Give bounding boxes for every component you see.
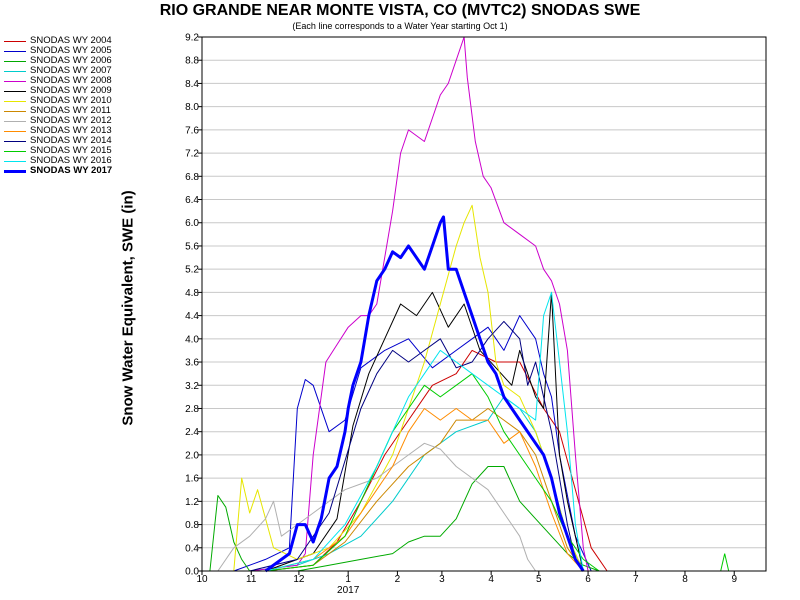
legend-swatch bbox=[4, 150, 26, 152]
legend-label: SNODAS WY 2008 bbox=[30, 75, 112, 86]
legend-swatch bbox=[4, 60, 26, 62]
legend-swatch bbox=[4, 120, 26, 122]
x-tick-label-8: 6 bbox=[585, 574, 591, 585]
plot-frame bbox=[201, 36, 767, 572]
legend-item: SNODAS WY 2016 bbox=[4, 156, 112, 166]
y-tick-label-17: 6.8 bbox=[185, 172, 199, 183]
x-tick-label-0: 10 bbox=[196, 574, 208, 585]
y-tick-label-22: 8.8 bbox=[185, 56, 199, 67]
legend-label: SNODAS WY 2006 bbox=[30, 55, 112, 66]
legend-label: SNODAS WY 2005 bbox=[30, 45, 112, 56]
series-line-wy-2017 bbox=[264, 215, 585, 573]
legend-item: SNODAS WY 2015 bbox=[4, 146, 112, 156]
legend-swatch bbox=[4, 70, 26, 72]
y-tick-label-19: 7.6 bbox=[185, 125, 199, 136]
legend-item: SNODAS WY 2007 bbox=[4, 66, 112, 76]
legend-item: SNODAS WY 2010 bbox=[4, 96, 112, 106]
legend-label: SNODAS WY 2004 bbox=[30, 35, 112, 46]
series-line-wy-2014 bbox=[249, 320, 584, 572]
legend-label: SNODAS WY 2009 bbox=[30, 85, 112, 96]
legend-label: SNODAS WY 2007 bbox=[30, 65, 112, 76]
legend-label: SNODAS WY 2015 bbox=[30, 145, 112, 156]
y-tick-label-8: 3.2 bbox=[185, 381, 199, 392]
y-tick-label-16: 6.4 bbox=[185, 195, 199, 206]
series-line-wy-2004 bbox=[265, 349, 608, 572]
series-line-wy-2012 bbox=[217, 442, 537, 572]
legend-item: SNODAS WY 2013 bbox=[4, 126, 112, 136]
x-tick-label-3: 1 bbox=[345, 574, 351, 585]
chart-title: RIO GRANDE NEAR MONTE VISTA, CO (MVTC2) … bbox=[159, 2, 641, 19]
series-line-wy-2009 bbox=[265, 291, 584, 572]
legend-item: SNODAS WY 2017 bbox=[4, 166, 112, 176]
series-line-wy-2008 bbox=[249, 36, 589, 572]
legend-label: SNODAS WY 2010 bbox=[30, 95, 112, 106]
y-tick-label-4: 1.6 bbox=[185, 474, 199, 485]
x-tick-label-5: 3 bbox=[439, 574, 445, 585]
y-tick-label-3: 1.2 bbox=[185, 497, 199, 508]
x-tick-label-11: 9 bbox=[731, 574, 737, 585]
series-line-wy-2013 bbox=[265, 408, 584, 572]
y-tick-label-18: 7.2 bbox=[185, 149, 199, 160]
legend-item: SNODAS WY 2012 bbox=[4, 116, 112, 126]
x-tick-label-10: 8 bbox=[682, 574, 688, 585]
y-tick-label-15: 6.0 bbox=[185, 218, 199, 229]
y-tick-label-0: 0.0 bbox=[185, 567, 199, 578]
legend-label: SNODAS WY 2011 bbox=[30, 105, 111, 116]
y-tick-label-1: 0.4 bbox=[185, 543, 199, 554]
y-tick-label-23: 9.2 bbox=[185, 33, 199, 44]
plot-area bbox=[202, 37, 766, 571]
y-tick-label-20: 8.0 bbox=[185, 102, 199, 113]
legend-swatch bbox=[4, 40, 26, 42]
y-tick-label-9: 3.6 bbox=[185, 358, 199, 369]
late-season-mark-0 bbox=[720, 553, 730, 572]
legend-item: SNODAS WY 2011 bbox=[4, 106, 112, 116]
series-line-wy-2015 bbox=[265, 373, 600, 572]
legend-swatch bbox=[4, 160, 26, 162]
x-tick-label-1: 11 bbox=[246, 574, 257, 585]
legend-swatch bbox=[4, 100, 26, 102]
y-tick-label-11: 4.4 bbox=[185, 311, 199, 322]
legend-swatch bbox=[4, 140, 26, 142]
chart-subtitle: (Each line corresponds to a Water Year s… bbox=[292, 21, 508, 31]
chart-legend: SNODAS WY 2004 SNODAS WY 2005 SNODAS WY 20… bbox=[4, 36, 112, 176]
legend-item: SNODAS WY 2009 bbox=[4, 86, 112, 96]
legend-item: SNODAS WY 2004 bbox=[4, 36, 112, 46]
x-year-label: 2017 bbox=[337, 585, 360, 596]
legend-item: SNODAS WY 2005 bbox=[4, 46, 112, 56]
legend-swatch bbox=[4, 169, 26, 173]
y-tick-label-12: 4.8 bbox=[185, 288, 199, 299]
legend-label: SNODAS WY 2017 bbox=[30, 165, 113, 176]
x-tick-label-6: 4 bbox=[488, 574, 494, 585]
x-tick-label-2: 12 bbox=[293, 574, 305, 585]
y-tick-label-21: 8.4 bbox=[185, 79, 199, 90]
series-line-wy-2016 bbox=[265, 291, 584, 572]
legend-label: SNODAS WY 2016 bbox=[30, 155, 112, 166]
legend-swatch bbox=[4, 50, 26, 52]
legend-label: SNODAS WY 2013 bbox=[30, 125, 112, 136]
legend-item: SNODAS WY 2014 bbox=[4, 136, 112, 146]
legend-item: SNODAS WY 2008 bbox=[4, 76, 112, 86]
series-line-wy-2005 bbox=[233, 315, 592, 572]
y-tick-label-7: 2.8 bbox=[185, 404, 199, 415]
y-tick-label-5: 2.0 bbox=[185, 450, 199, 461]
legend-swatch bbox=[4, 110, 26, 112]
y-tick-label-13: 5.2 bbox=[185, 265, 199, 276]
legend-swatch bbox=[4, 90, 26, 92]
x-tick-label-4: 2 bbox=[395, 574, 401, 585]
y-tick-label-6: 2.4 bbox=[185, 427, 199, 438]
y-tick-label-2: 0.8 bbox=[185, 520, 199, 531]
series-line-wy-2006 bbox=[209, 466, 600, 572]
y-tick-label-14: 5.6 bbox=[185, 241, 199, 252]
y-tick-label-10: 4.0 bbox=[185, 334, 199, 345]
legend-swatch bbox=[4, 80, 26, 82]
x-tick-label-9: 7 bbox=[633, 574, 639, 585]
legend-item: SNODAS WY 2006 bbox=[4, 56, 112, 66]
legend-label: SNODAS WY 2012 bbox=[30, 115, 112, 126]
legend-swatch bbox=[4, 130, 26, 132]
legend-label: SNODAS WY 2014 bbox=[30, 135, 112, 146]
x-tick-label-7: 5 bbox=[536, 574, 542, 585]
